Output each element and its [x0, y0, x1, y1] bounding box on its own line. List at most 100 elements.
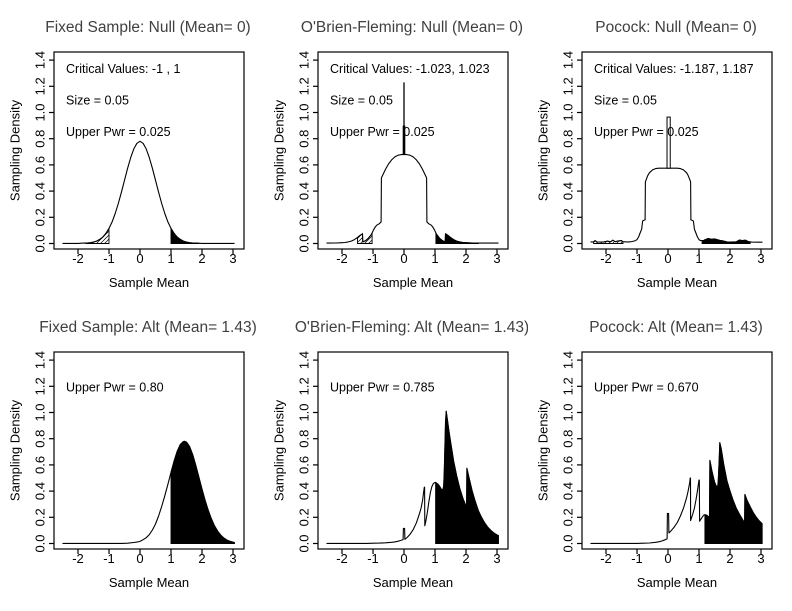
- x-tick-label: 0: [664, 551, 671, 566]
- plot-title: Fixed Sample: Null (Mean= 0): [45, 19, 250, 36]
- y-tick-label: 0.2: [33, 508, 48, 526]
- y-tick-label: 0.0: [33, 534, 48, 552]
- y-tick-label: 0.0: [561, 234, 576, 252]
- plot-box: [317, 351, 509, 550]
- y-tick-label: 1.0: [297, 403, 312, 421]
- x-tick-label: -1: [103, 251, 115, 266]
- y-tick-label: 0.2: [297, 208, 312, 226]
- annotation: Upper Pwr = 0.80: [66, 381, 164, 395]
- y-tick-label: 0.4: [561, 182, 576, 200]
- subplot-fixed-alt: -2 -1 0 1 2 3 0.0 0.2 0.4 0.6 0.8 1.0 1.2 1.4 Sample M…: [0, 300, 264, 611]
- density-curve: [62, 140, 235, 244]
- x-tick-label: 3: [757, 551, 764, 566]
- y-tick-label: 0.8: [561, 430, 576, 448]
- x-tick-label: 3: [757, 251, 764, 266]
- y-axis-label: Sampling Density: [8, 399, 23, 501]
- density-spike: [666, 116, 671, 169]
- y-tick-label: 0.0: [33, 234, 48, 252]
- x-tick-label: -1: [367, 551, 379, 566]
- y-tick-label: 1.4: [33, 351, 48, 369]
- x-tick-label: -1: [367, 251, 379, 266]
- plot-title: O'Brien-Fleming: Null (Mean= 0): [301, 19, 523, 36]
- x-tick-label: 2: [726, 251, 733, 266]
- y-tick-label: 1.2: [561, 77, 576, 95]
- x-tick-label: 2: [198, 551, 205, 566]
- y-axis-label: Sampling Density: [536, 99, 551, 201]
- y-tick-label: 1.4: [561, 351, 576, 369]
- x-tick-label: 1: [695, 551, 702, 566]
- y-tick-label: 1.4: [297, 351, 312, 369]
- density-curve: [590, 442, 763, 544]
- density-curve: [326, 153, 499, 244]
- y-tick-label: 0.8: [297, 430, 312, 448]
- annotation: Upper Pwr = 0.785: [330, 381, 435, 395]
- annotation: Critical Values: -1.187, 1.187: [594, 62, 754, 76]
- y-tick-label: 0.2: [561, 508, 576, 526]
- y-tick-label: 0.4: [297, 482, 312, 500]
- subplot-obrien-fleming-null: -2 -1 0 1 2 3 0.0 0.2 0.4 0.6 0.8 1.0 1.2 1.4 Sample M…: [264, 0, 528, 300]
- x-tick-label: -2: [336, 551, 348, 566]
- y-tick-label: 1.0: [33, 403, 48, 421]
- subplot-pocock-alt: -2 -1 0 1 2 3 0.0 0.2 0.4 0.6 0.8 1.0 1.2 1.4 Sample M…: [528, 300, 792, 611]
- y-tick-label: 0.4: [561, 482, 576, 500]
- x-axis-label: Sample Mean: [637, 575, 717, 590]
- y-tick-label: 0.6: [297, 456, 312, 474]
- x-tick-label: -1: [631, 251, 643, 266]
- x-tick-label: 0: [136, 251, 143, 266]
- density-curve: [590, 167, 763, 243]
- x-tick-label: -2: [72, 251, 84, 266]
- density-curve: [62, 440, 235, 544]
- y-tick-label: 0.0: [297, 534, 312, 552]
- annotation: Upper Pwr = 0.025: [594, 125, 699, 139]
- black-region: [704, 442, 763, 544]
- x-axis-label: Sample Mean: [109, 275, 189, 290]
- x-tick-label: 2: [462, 551, 469, 566]
- x-tick-label: -1: [631, 551, 643, 566]
- y-tick-label: 0.4: [33, 182, 48, 200]
- y-axis-label: Sampling Density: [272, 99, 287, 201]
- annotation: Size = 0.05: [594, 94, 657, 108]
- y-tick-label: 1.2: [297, 77, 312, 95]
- plot-title: Pocock: Alt (Mean= 1.43): [589, 319, 763, 336]
- x-axis-label: Sample Mean: [637, 275, 717, 290]
- x-tick-label: 1: [167, 551, 174, 566]
- plot-box: [317, 51, 509, 250]
- annotation: Critical Values: -1 , 1: [66, 62, 180, 76]
- obrien-fleming-alt-chart: -2 -1 0 1 2 3 0.0 0.2 0.4 0.6 0.8 1.0 1.2 1.4 Sample M…: [272, 319, 529, 590]
- annotation: Size = 0.05: [330, 94, 393, 108]
- y-tick-label: 0.2: [297, 508, 312, 526]
- x-tick-label: 1: [431, 551, 438, 566]
- x-tick-label: 2: [726, 551, 733, 566]
- y-tick-label: 0.2: [33, 208, 48, 226]
- subplot-obrien-fleming-alt: -2 -1 0 1 2 3 0.0 0.2 0.4 0.6 0.8 1.0 1.2 1.4 Sample M…: [264, 300, 529, 611]
- y-tick-label: 0.4: [33, 482, 48, 500]
- y-tick-label: 0.6: [561, 456, 576, 474]
- x-axis-label: Sample Mean: [373, 575, 453, 590]
- pocock-alt-chart: -2 -1 0 1 2 3 0.0 0.2 0.4 0.6 0.8 1.0 1.2 1.4 Sample M…: [536, 319, 773, 590]
- x-tick-label: -2: [600, 251, 612, 266]
- x-tick-label: 3: [493, 551, 500, 566]
- x-tick-label: 0: [136, 551, 143, 566]
- y-tick-label: 0.2: [561, 208, 576, 226]
- fixed-null-chart: -2 -1 0 1 2 3 0.0 0.2 0.4 0.6 0.8 1.0 1.2 1.4 Sample M…: [8, 19, 251, 290]
- annotation: Upper Pwr = 0.670: [594, 381, 699, 395]
- x-tick-label: 3: [229, 251, 236, 266]
- y-tick-label: 1.2: [297, 377, 312, 395]
- y-tick-label: 0.8: [33, 130, 48, 148]
- y-tick-label: 1.2: [561, 377, 576, 395]
- y-axis-label: Sampling Density: [272, 399, 287, 501]
- x-tick-label: 0: [664, 251, 671, 266]
- y-tick-label: 1.4: [33, 51, 48, 69]
- y-tick-label: 1.4: [561, 51, 576, 69]
- plot-title: Pocock: Null (Mean= 0): [595, 19, 757, 36]
- x-axis-label: Sample Mean: [109, 575, 189, 590]
- y-axis-label: Sampling Density: [8, 99, 23, 201]
- subplot-pocock-null: -2 -1 0 1 2 3 0.0 0.2 0.4 0.6 0.8 1.0 1.2 1.4 Sample M…: [528, 0, 792, 300]
- y-tick-label: 0.6: [297, 156, 312, 174]
- plot-title: Fixed Sample: Alt (Mean= 1.43): [39, 319, 257, 336]
- x-tick-label: 1: [167, 251, 174, 266]
- x-tick-label: 0: [400, 251, 407, 266]
- x-axis-label: Sample Mean: [373, 275, 453, 290]
- y-tick-label: 0.8: [33, 430, 48, 448]
- y-tick-label: 1.2: [33, 77, 48, 95]
